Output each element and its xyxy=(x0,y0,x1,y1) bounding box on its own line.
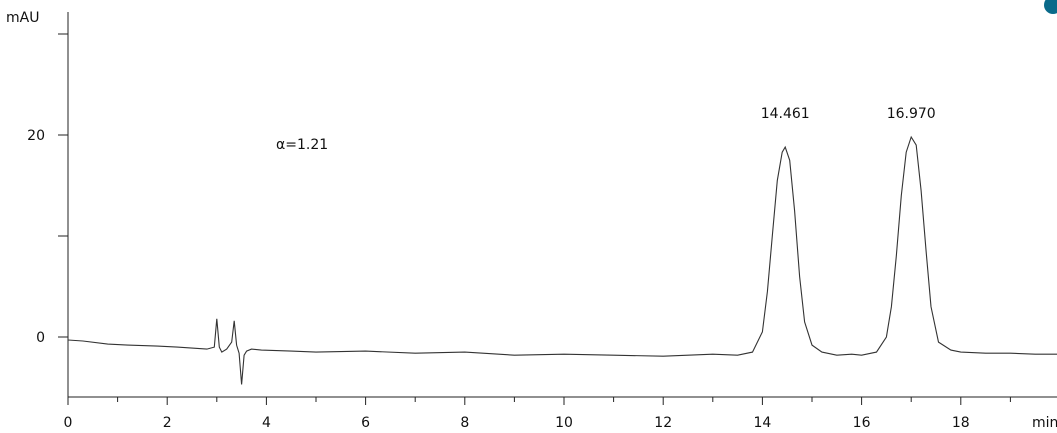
y-tick-label: 0 xyxy=(36,330,45,346)
x-tick-label: 16 xyxy=(853,415,871,431)
x-tick-label: 2 xyxy=(163,415,172,431)
alpha-annotation: α=1.21 xyxy=(276,137,328,153)
x-axis-title: min xyxy=(1032,415,1057,431)
peak-label: 16.970 xyxy=(887,106,936,122)
y-axis-title: mAU xyxy=(6,10,39,26)
x-tick-label: 4 xyxy=(262,415,271,431)
x-tick-label: 0 xyxy=(64,415,73,431)
y-axis-ticks: 0 20 xyxy=(27,33,68,346)
corner-badge-icon xyxy=(1044,0,1057,14)
x-axis-ticks: 0 2 4 6 8 10 12 14 16 18 xyxy=(64,397,1011,431)
x-tick-label: 12 xyxy=(654,415,672,431)
peak-labels: 14.461 16.970 xyxy=(761,106,936,122)
y-tick-label: 20 xyxy=(27,128,45,144)
x-tick-label: 18 xyxy=(952,415,970,431)
x-tick-label: 6 xyxy=(361,415,370,431)
x-tick-label: 8 xyxy=(460,415,469,431)
chromatogram-trace xyxy=(67,135,1057,385)
peak-label: 14.461 xyxy=(761,106,810,122)
x-tick-label: 10 xyxy=(555,415,573,431)
x-tick-label: 14 xyxy=(753,415,771,431)
